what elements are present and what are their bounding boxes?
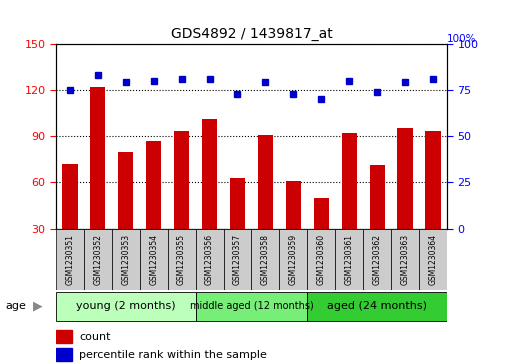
Text: GSM1230351: GSM1230351 bbox=[66, 234, 74, 285]
FancyBboxPatch shape bbox=[307, 292, 447, 322]
Text: GSM1230355: GSM1230355 bbox=[177, 234, 186, 285]
FancyBboxPatch shape bbox=[307, 229, 335, 290]
FancyBboxPatch shape bbox=[56, 229, 84, 290]
Text: GSM1230360: GSM1230360 bbox=[317, 234, 326, 285]
Text: young (2 months): young (2 months) bbox=[76, 301, 176, 311]
FancyBboxPatch shape bbox=[224, 229, 251, 290]
Title: GDS4892 / 1439817_at: GDS4892 / 1439817_at bbox=[171, 27, 332, 41]
Bar bbox=[369, 166, 385, 229]
FancyBboxPatch shape bbox=[84, 229, 112, 290]
Text: GSM1230362: GSM1230362 bbox=[373, 234, 382, 285]
Text: middle aged (12 months): middle aged (12 months) bbox=[189, 301, 313, 311]
Bar bbox=[146, 141, 162, 229]
Bar bbox=[397, 129, 413, 229]
Bar bbox=[56, 330, 72, 343]
FancyBboxPatch shape bbox=[168, 229, 196, 290]
Text: aged (24 months): aged (24 months) bbox=[327, 301, 427, 311]
Text: GSM1230358: GSM1230358 bbox=[261, 234, 270, 285]
Bar bbox=[425, 131, 441, 229]
Text: GSM1230364: GSM1230364 bbox=[429, 234, 437, 285]
FancyBboxPatch shape bbox=[196, 292, 307, 322]
FancyBboxPatch shape bbox=[391, 229, 419, 290]
Text: count: count bbox=[79, 332, 111, 342]
FancyBboxPatch shape bbox=[279, 229, 307, 290]
FancyBboxPatch shape bbox=[251, 229, 279, 290]
Text: age: age bbox=[5, 301, 26, 311]
Bar bbox=[118, 152, 134, 229]
FancyBboxPatch shape bbox=[112, 229, 140, 290]
Text: GSM1230353: GSM1230353 bbox=[121, 234, 130, 285]
Bar bbox=[202, 119, 217, 229]
Bar bbox=[174, 131, 189, 229]
Bar bbox=[258, 135, 273, 229]
FancyBboxPatch shape bbox=[419, 229, 447, 290]
Bar bbox=[90, 87, 106, 229]
Text: GSM1230361: GSM1230361 bbox=[345, 234, 354, 285]
Text: GSM1230352: GSM1230352 bbox=[93, 234, 102, 285]
Text: ▶: ▶ bbox=[33, 299, 43, 313]
Text: GSM1230363: GSM1230363 bbox=[401, 234, 409, 285]
FancyBboxPatch shape bbox=[363, 229, 391, 290]
Bar bbox=[230, 178, 245, 229]
Bar bbox=[56, 348, 72, 361]
Bar bbox=[313, 198, 329, 229]
FancyBboxPatch shape bbox=[196, 229, 224, 290]
Bar bbox=[62, 164, 78, 229]
Text: GSM1230354: GSM1230354 bbox=[149, 234, 158, 285]
Text: percentile rank within the sample: percentile rank within the sample bbox=[79, 350, 267, 360]
Text: GSM1230356: GSM1230356 bbox=[205, 234, 214, 285]
Text: GSM1230359: GSM1230359 bbox=[289, 234, 298, 285]
Text: 100%: 100% bbox=[447, 33, 477, 44]
FancyBboxPatch shape bbox=[335, 229, 363, 290]
FancyBboxPatch shape bbox=[140, 229, 168, 290]
FancyBboxPatch shape bbox=[56, 292, 196, 322]
Bar bbox=[285, 181, 301, 229]
Bar bbox=[341, 133, 357, 229]
Text: GSM1230357: GSM1230357 bbox=[233, 234, 242, 285]
